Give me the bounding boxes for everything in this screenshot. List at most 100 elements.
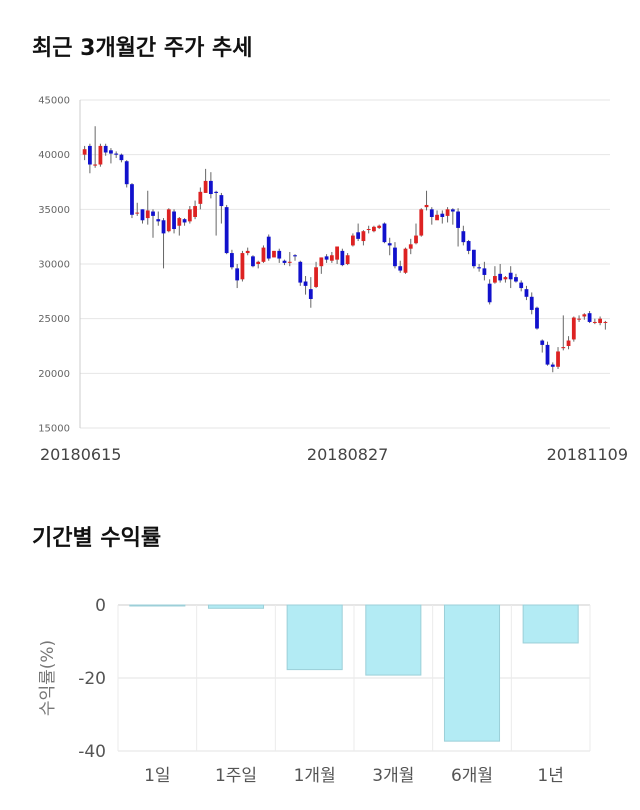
candle-body (314, 267, 318, 287)
candle-body (193, 206, 197, 217)
candle-body (151, 211, 155, 216)
candle-body (393, 247, 397, 267)
candle-body (477, 267, 482, 269)
candle-body (508, 272, 513, 280)
x-tick-label: 20180615 (40, 445, 121, 464)
candle-body (156, 219, 161, 222)
candle-body (482, 268, 487, 275)
candle-body (540, 340, 545, 345)
candlestick-chart: 45000 40000 35000 30000 25000 20000 15000 20180… (38, 96, 628, 465)
candle-body (177, 218, 182, 226)
candle-body (556, 351, 560, 367)
candle-body (145, 210, 150, 219)
candle-body (471, 249, 476, 267)
candle-body (219, 195, 224, 207)
candle-body (335, 246, 340, 260)
y-tick-label: 45000 (38, 96, 70, 107)
candle-body (87, 145, 92, 165)
x-tick-label: 1일 (144, 766, 170, 786)
return-bar (443, 604, 501, 742)
y-tick-label: 15000 (38, 424, 70, 435)
y-tick-label: 20000 (38, 369, 70, 380)
candle-body (487, 283, 492, 303)
candle-body (529, 296, 534, 310)
candle-body (571, 317, 576, 340)
candle-body (187, 209, 192, 222)
x-tick-label: 1주일 (215, 766, 257, 786)
candle-body (592, 321, 597, 323)
return-bar (129, 604, 186, 607)
candle-body (435, 214, 439, 221)
candle-body (445, 209, 450, 216)
candle-body (135, 212, 140, 214)
y-tick-label: 25000 (38, 314, 70, 325)
candle-body (166, 209, 171, 232)
candle-body (545, 344, 550, 365)
x-tick-label: 1개월 (294, 766, 336, 786)
candle-body (356, 232, 361, 239)
candle-body (450, 209, 455, 212)
candle-body (372, 226, 376, 232)
candle-body (287, 261, 292, 263)
candle-body (361, 231, 366, 242)
candle-body (182, 219, 187, 223)
candle-body (293, 255, 297, 257)
candle-body (561, 347, 566, 349)
candle-body (130, 184, 134, 215)
candle-body (140, 209, 145, 221)
candle-body (429, 209, 434, 217)
candle-body (535, 307, 539, 329)
y-axis-label: 수익률(%) (38, 640, 58, 716)
candle-body (256, 261, 261, 264)
candle-body (440, 213, 445, 217)
candle-body (103, 145, 108, 153)
candle-body (324, 256, 329, 260)
returns-title: 기간별 수익률 (32, 526, 162, 551)
candle-body (340, 250, 345, 266)
candle-body (308, 289, 313, 299)
candle-body (587, 313, 592, 322)
candle-body (366, 229, 371, 231)
candle-body (319, 257, 324, 267)
candle-body (266, 236, 271, 259)
candle-body (382, 223, 387, 243)
candle-body (93, 164, 98, 166)
candle-body (124, 161, 129, 185)
candle-body (603, 321, 608, 323)
price-trend-title: 최근 3개월간 주가 추세 (32, 36, 253, 61)
candle-body (519, 282, 524, 289)
return-bar (365, 604, 422, 676)
candle-body (424, 204, 429, 208)
candle-body (235, 268, 240, 281)
candle-body (230, 253, 234, 268)
candle-body (387, 243, 392, 246)
x-tick-label: 20181109 (547, 445, 628, 464)
return-bar (207, 604, 265, 609)
candle-body (282, 260, 287, 263)
candle-body (114, 153, 119, 155)
y-tick-label: 0 (95, 596, 106, 616)
candle-body (119, 154, 124, 161)
candle-body (408, 244, 413, 249)
y-tick-label: 35000 (38, 205, 70, 216)
candle-body (598, 318, 603, 324)
x-tick-label: 3개월 (372, 766, 414, 786)
candle-body (329, 255, 334, 261)
candle-body (419, 209, 424, 236)
x-tick-label: 20180827 (307, 445, 388, 464)
y-tick-label: 30000 (38, 260, 70, 271)
candle-body (161, 220, 166, 234)
candle-body (109, 150, 113, 154)
candle-body (245, 250, 250, 254)
candle-body (251, 256, 255, 267)
candle-body (377, 225, 382, 228)
candle-body (493, 276, 497, 283)
candle-body (198, 191, 203, 204)
candle-body (345, 255, 350, 264)
candle-body (350, 235, 355, 246)
candle-body (577, 318, 581, 320)
candle-body (461, 231, 466, 243)
candle-body (466, 241, 471, 251)
y-tick-label: 40000 (38, 150, 70, 161)
x-tick-label: 1년 (537, 766, 563, 786)
